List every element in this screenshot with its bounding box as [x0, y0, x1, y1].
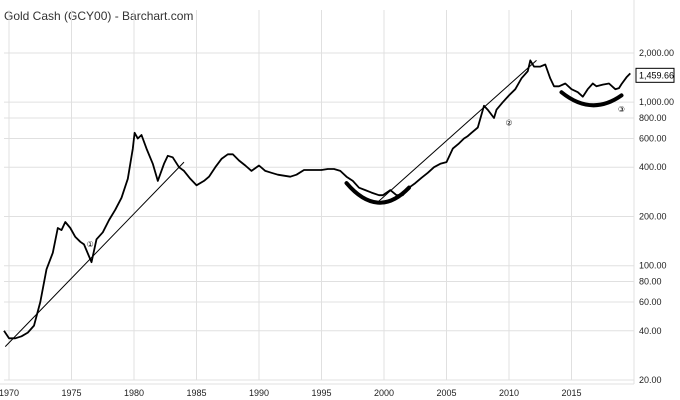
y-tick-label: 600.00: [639, 133, 667, 143]
trendline: [4, 161, 185, 347]
y-tick-label: 80.00: [639, 277, 662, 287]
y-tick-label: 60.00: [639, 297, 662, 307]
y-tick-label: 800.00: [639, 113, 667, 123]
annotations: ① ② ③: [87, 105, 625, 249]
x-axis-ticks: 1970 1975 1980 1985 1990 1995 2000 2005 2010 2015: [0, 388, 582, 398]
trendlines: [4, 60, 537, 347]
y-tick-label: 400.00: [639, 162, 667, 172]
bottom-arcs: [344, 90, 624, 205]
y-tick-label: 2,000.00: [639, 48, 674, 58]
price-series: [3, 59, 631, 340]
annotation-marker: ②: [505, 119, 512, 128]
x-tick-label: 1970: [0, 388, 19, 398]
annotation-marker: ③: [618, 105, 625, 114]
y-tick-label: 100.00: [639, 261, 667, 271]
y-tick-label: 200.00: [639, 211, 667, 221]
x-tick-label: 2000: [374, 388, 394, 398]
last-price-badge: 1,459.66: [635, 67, 675, 83]
y-axis-ticks: 20.00 40.00 60.00 80.00 100.00 200.00 400.00 60…: [639, 48, 674, 385]
x-tick-label: 1985: [186, 388, 206, 398]
grid-lines: [0, 0, 635, 385]
bottom-arc: [344, 181, 411, 205]
x-tick-label: 2010: [499, 388, 519, 398]
chart-title: Gold Cash (GCY00) - Barchart.com: [4, 9, 193, 23]
price-line: [3, 59, 631, 340]
y-tick-label: 40.00: [639, 326, 662, 336]
y-tick-label: 1,000.00: [639, 97, 674, 107]
x-tick-label: 2005: [436, 388, 456, 398]
x-tick-label: 1995: [311, 388, 331, 398]
y-tick-label: 20.00: [639, 375, 662, 385]
last-price-box: [635, 67, 675, 83]
x-tick-label: 2015: [561, 388, 581, 398]
trendline: [377, 60, 537, 203]
last-price-label: 1,459.66: [639, 70, 674, 80]
x-tick-label: 1990: [249, 388, 269, 398]
bottom-arc: [559, 90, 624, 108]
x-tick-label: 1975: [61, 388, 81, 398]
annotation-marker: ①: [87, 240, 94, 249]
x-tick-label: 1980: [124, 388, 144, 398]
